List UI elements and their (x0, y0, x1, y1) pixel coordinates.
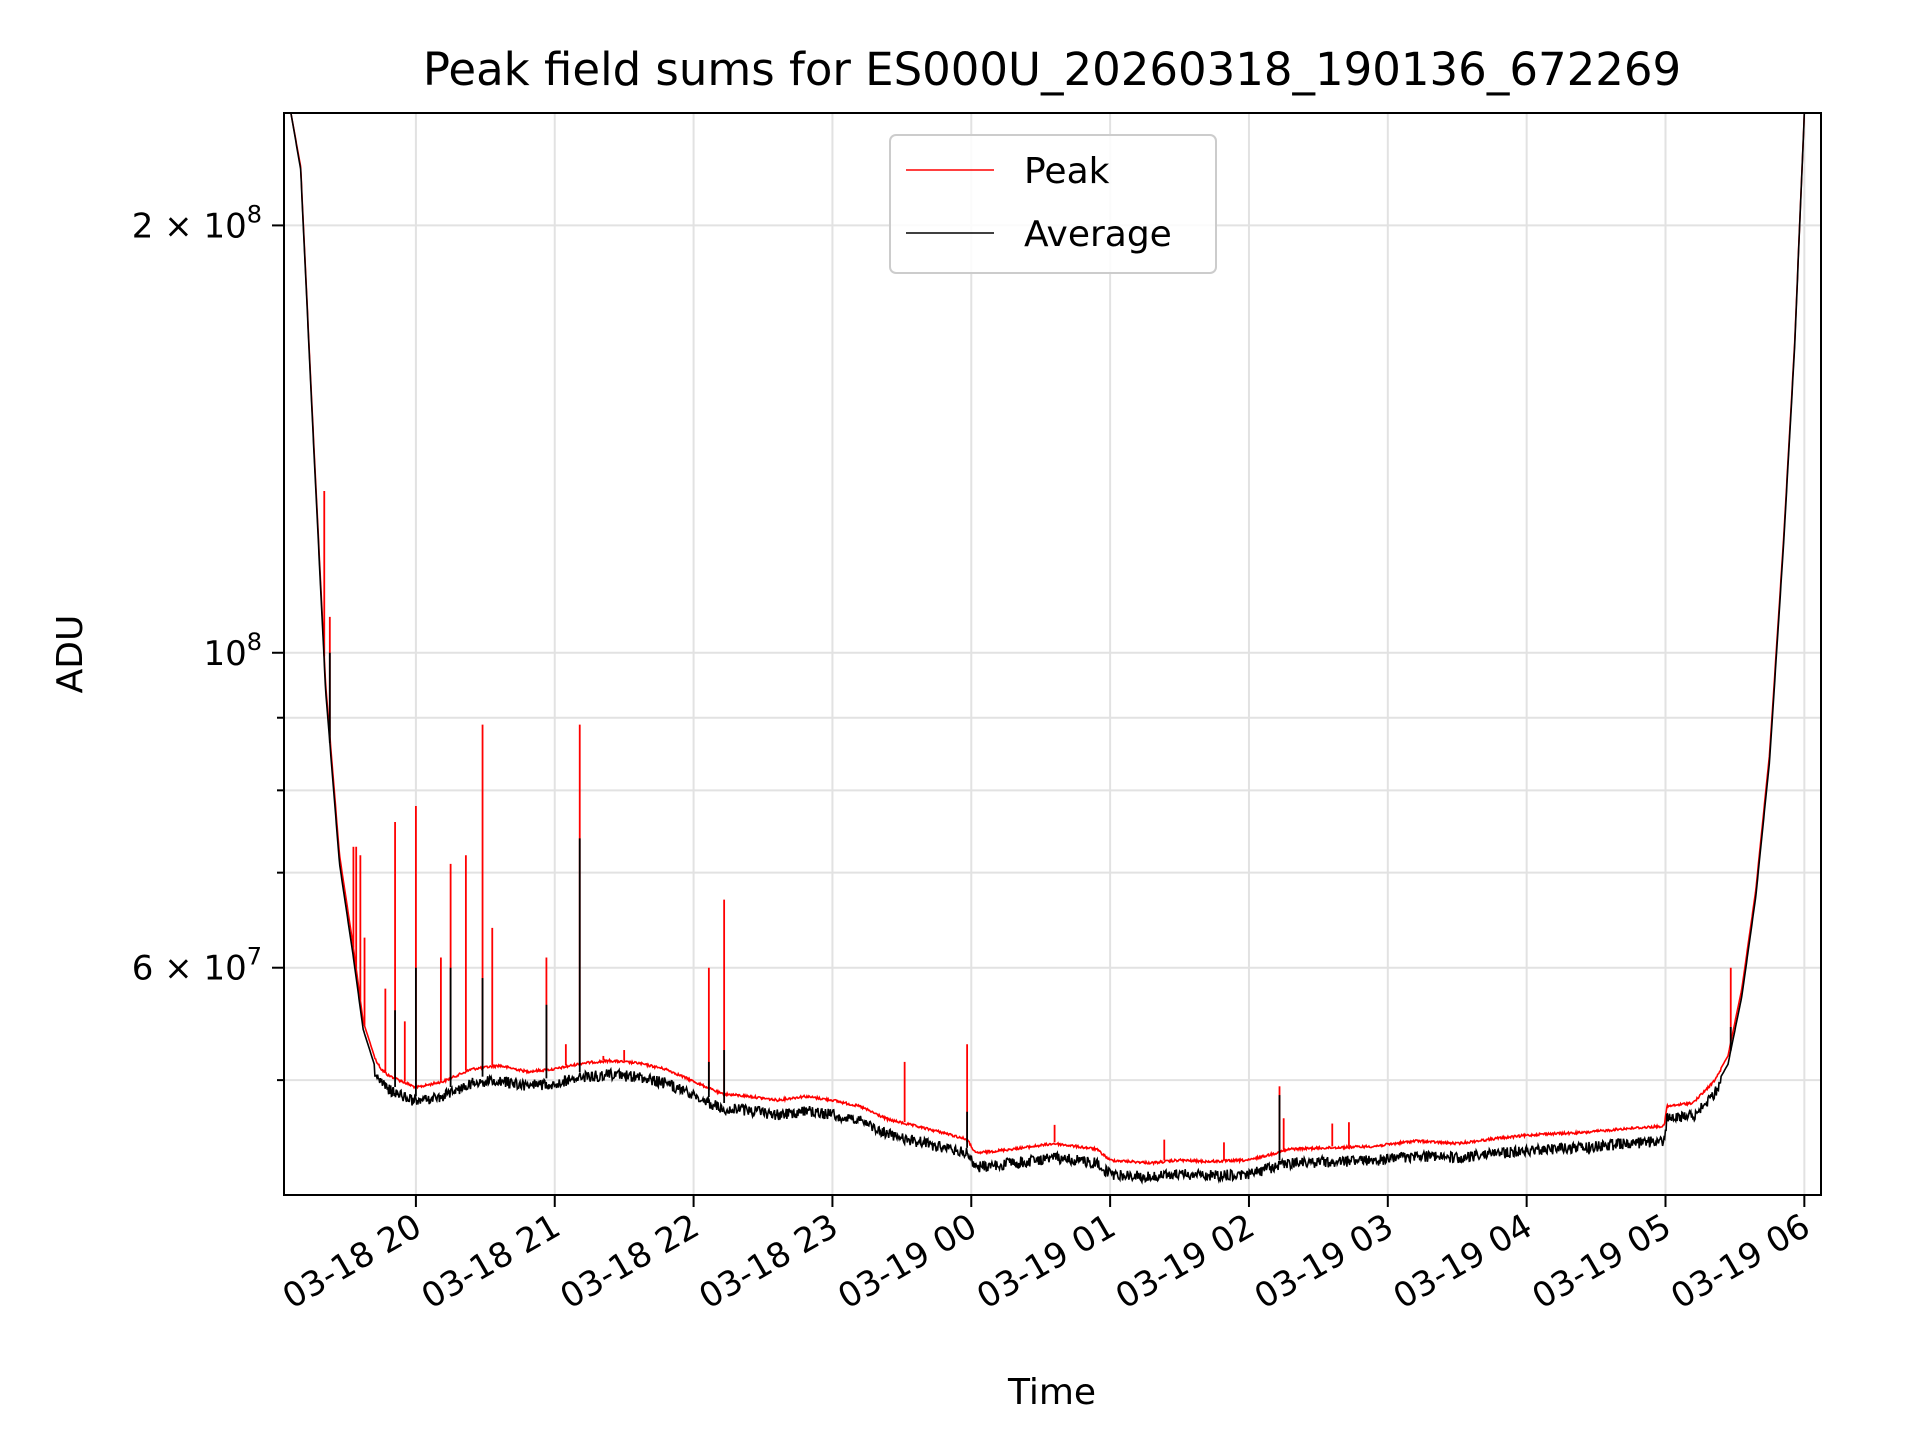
x-tick-label: 03-19 04 (1387, 1206, 1539, 1317)
x-tick-label: 03-18 22 (554, 1206, 706, 1317)
x-tick-label: 03-18 21 (415, 1206, 567, 1317)
x-tick-label: 03-19 00 (831, 1206, 983, 1317)
y-tick-label: 108 (203, 628, 262, 674)
y-tick-label: 2 × 108 (132, 200, 262, 246)
x-tick-label: 03-18 23 (693, 1206, 845, 1317)
chart-title: Peak field sums for ES000U_20260318_1901… (423, 43, 1681, 96)
plot-area (290, 113, 1806, 1185)
legend-label-peak: Peak (1024, 151, 1110, 192)
y-tick-label: 6 × 107 (132, 943, 262, 989)
plot-frame (283, 112, 1822, 1196)
legend: Peak Average (889, 134, 1217, 274)
x-tick-label: 03-19 01 (970, 1206, 1122, 1317)
x-axis-label: Time (1007, 1372, 1096, 1413)
series-line-peak (290, 113, 1806, 1166)
grid-lines (284, 113, 1821, 1195)
y-axis-label: ADU (50, 615, 91, 694)
series-line-average (290, 113, 1806, 1185)
legend-label-average: Average (1024, 214, 1172, 255)
x-tick-label: 03-18 20 (276, 1206, 428, 1317)
x-tick-label: 03-19 03 (1248, 1206, 1400, 1317)
x-tick-label: 03-19 05 (1526, 1206, 1678, 1317)
x-tick-label: 03-19 06 (1664, 1206, 1816, 1317)
y-axis: 6 × 107 108 2 × 108 (132, 200, 284, 1082)
x-tick-label: 03-19 02 (1109, 1206, 1261, 1317)
